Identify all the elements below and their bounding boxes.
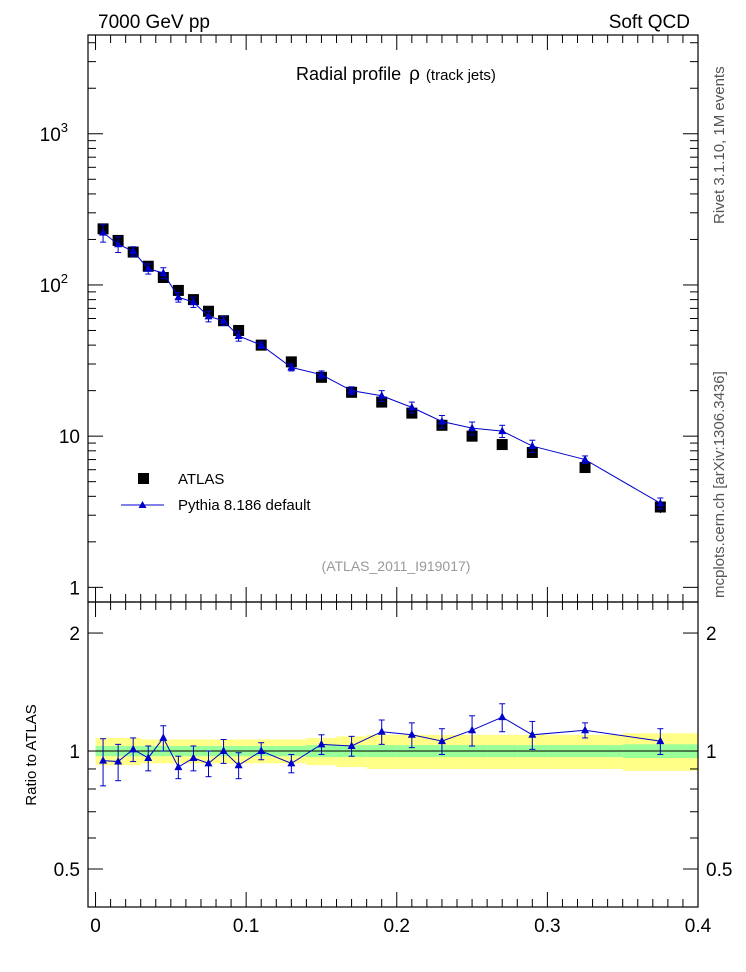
ratio-xtick-label: 0.3 (534, 916, 560, 937)
legend-pythia-marker (138, 501, 147, 508)
pythia-point (407, 402, 416, 411)
pythia-point (468, 423, 477, 432)
ratio-xtick-label: 0.4 (685, 916, 712, 937)
pythia-point (174, 292, 183, 301)
ratio-xtick-label: 0.2 (384, 916, 410, 937)
legend-atlas-label: ATLAS (178, 471, 224, 488)
ratio-pythia-point (257, 746, 266, 755)
ratio-ytick-label-left: 0.5 (54, 860, 80, 881)
pythia-point (159, 268, 168, 276)
pythia-point (528, 441, 537, 450)
ratio-panel-frame (87, 601, 699, 908)
analysis-watermark: (ATLAS_2011_I919017) (322, 558, 471, 574)
ratio-pythia-point (317, 739, 326, 748)
pythia-point (234, 331, 243, 339)
ratio-pythia-point (437, 736, 446, 745)
ratio-pythia-point (129, 744, 138, 753)
pythia-point (257, 340, 266, 349)
ratio-pythia-point (114, 757, 123, 765)
atlas-point (579, 462, 591, 474)
pythia-point (204, 311, 213, 320)
ratio-pythia-point (219, 746, 228, 755)
atlas-point (285, 356, 297, 368)
pythia-point (189, 297, 198, 306)
main-title: Radial profile ρ (track jets) (296, 64, 496, 85)
pythia-line (102, 232, 661, 504)
ratio-pythia-point (377, 727, 386, 735)
ratio-uncertainty-bands (95, 733, 698, 771)
legend: ATLAS Pythia 8.186 default (121, 471, 311, 514)
main-axis-ticks: 1 10 102 103 (40, 35, 699, 602)
pythia-point (99, 228, 108, 236)
ratio-ytick-label-right: 0.5 (706, 860, 732, 881)
pythia-point (219, 316, 228, 324)
atlas-point (496, 439, 508, 451)
ratio-axis-ticks: 0 0.1 0.2 0.3 0.4 0.5 0.5 1 1 2 2 (54, 602, 732, 937)
mcplots-label: mcplots.cern.ch [arXiv:1306.3436] (711, 371, 728, 598)
ratio-pythia-point (99, 756, 108, 764)
header-right-label: Soft QCD (609, 12, 690, 33)
pythia-point (437, 417, 446, 425)
ratio-pythia-point (656, 736, 665, 745)
ratio-pythia-point (159, 733, 168, 741)
atlas-point (466, 430, 478, 442)
ratio-data-marks (99, 703, 665, 787)
ratio-pythia-point (189, 753, 198, 761)
main-ytick-label: 103 (40, 120, 68, 146)
header-left-label: 7000 GeV pp (98, 12, 210, 33)
pythia-point (144, 264, 153, 272)
title-suffix: (track jets) (426, 67, 496, 84)
legend-pythia-label: Pythia 8.186 default (178, 497, 311, 514)
ratio-pythia-point (287, 758, 296, 767)
ratio-ylabel: Ratio to ATLAS (23, 704, 40, 805)
atlas-point (172, 284, 184, 296)
atlas-point (233, 324, 245, 336)
legend-atlas-marker (138, 473, 149, 484)
pythia-point (317, 370, 326, 378)
pythia-point (347, 386, 356, 394)
ratio-pythia-point (204, 758, 213, 767)
pythia-point (498, 426, 507, 435)
pythia-point (114, 239, 123, 248)
main-data-marks (97, 223, 666, 514)
ratio-ytick-label-right: 1 (706, 742, 717, 763)
ratio-pythia-point (234, 760, 243, 769)
ratio-pythia-point (528, 730, 537, 738)
atlas-point (376, 396, 388, 408)
ratio-pythia-point (174, 762, 183, 771)
ratio-ytick-label-left: 2 (69, 624, 80, 645)
title-text: Radial profile (296, 64, 401, 84)
ratio-pythia-point (581, 725, 590, 734)
main-ytick-label: 1 (69, 578, 80, 599)
pythia-point (377, 391, 386, 399)
ratio-pythia-point (407, 730, 416, 738)
main-ytick-label: 102 (40, 271, 68, 297)
pythia-point (287, 362, 296, 371)
ratio-pythia-line (103, 716, 661, 768)
title-symbol: ρ (409, 64, 420, 85)
main-panel-frame (87, 34, 699, 603)
ratio-xtick-label: 0 (90, 916, 101, 937)
pythia-point (656, 498, 665, 507)
ratio-ytick-label-left: 1 (69, 742, 80, 763)
ratio-pythia-point (468, 725, 477, 734)
ratio-pythia-point (144, 753, 153, 761)
ratio-xtick-label: 0.1 (233, 916, 259, 937)
ratio-pythia-point (347, 741, 356, 749)
ratio-pythia-point (498, 712, 507, 721)
pythia-point (129, 246, 138, 255)
rivet-label: Rivet 3.1.10, 1M events (711, 66, 728, 224)
pythia-point (581, 455, 590, 463)
main-ytick-label: 10 (59, 427, 80, 448)
ratio-ytick-label-right: 2 (706, 624, 717, 645)
